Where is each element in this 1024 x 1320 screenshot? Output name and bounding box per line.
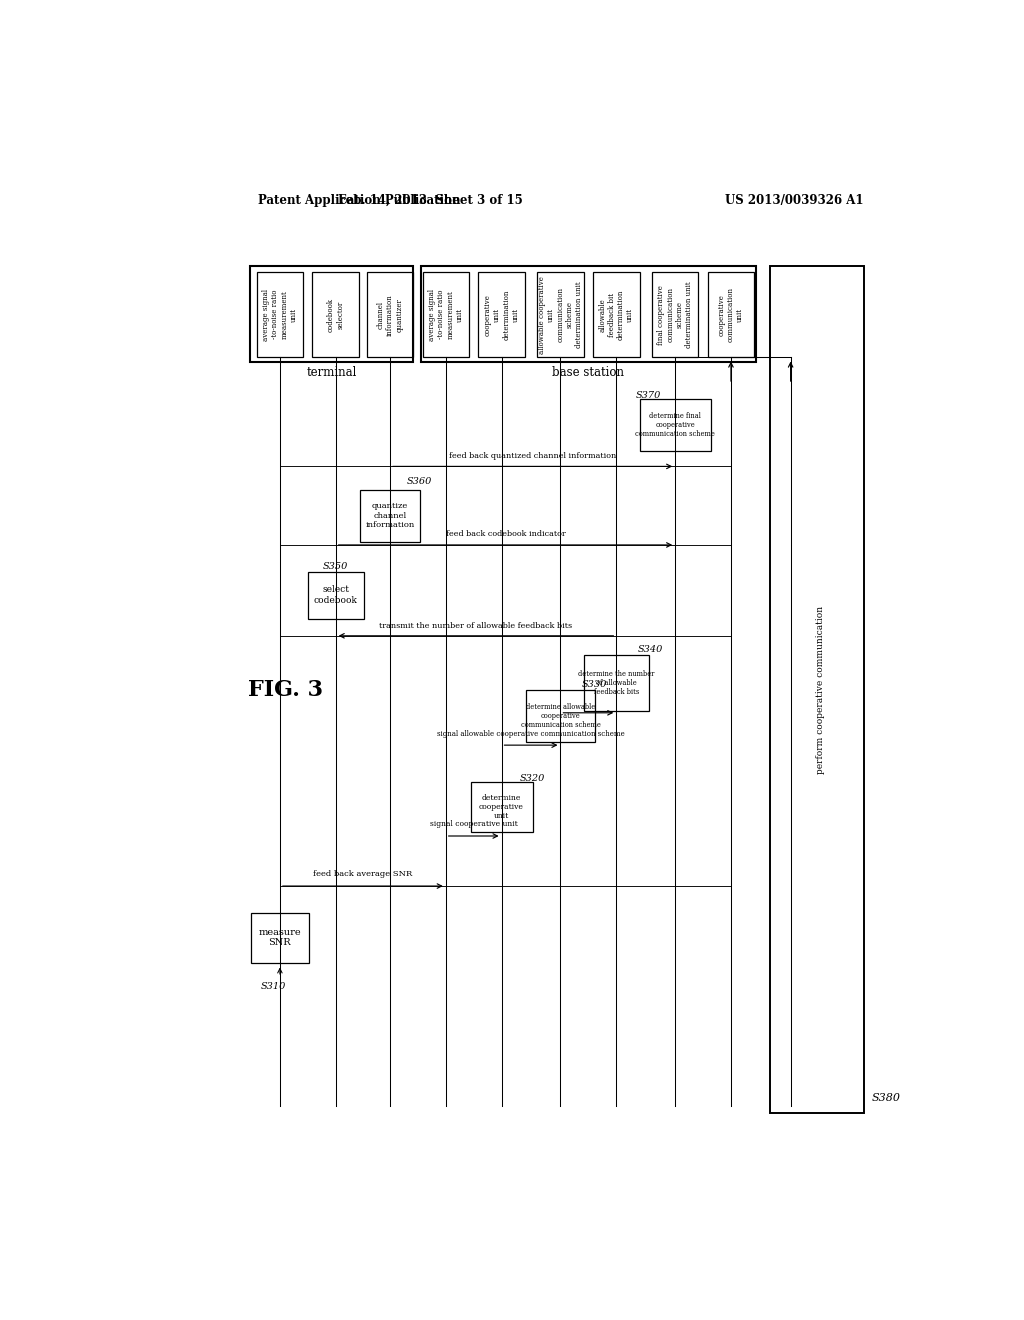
- Text: final cooperative
communication
scheme
determination unit: final cooperative communication scheme d…: [657, 281, 693, 348]
- Bar: [257, 272, 303, 358]
- Text: select
codebook: select codebook: [313, 585, 357, 605]
- Text: S380: S380: [872, 1093, 901, 1102]
- Text: Feb. 14, 2013  Sheet 3 of 15: Feb. 14, 2013 Sheet 3 of 15: [338, 194, 522, 207]
- Text: average signal
-to-noise ratio
measurement
unit: average signal -to-noise ratio measureme…: [428, 289, 464, 341]
- Text: determine final
cooperative
communication scheme: determine final cooperative communicatio…: [635, 412, 715, 438]
- Bar: [478, 272, 524, 358]
- Bar: [251, 913, 308, 964]
- Text: measure
SNR: measure SNR: [259, 928, 301, 948]
- Text: S370: S370: [636, 391, 662, 400]
- Text: S310: S310: [261, 982, 287, 990]
- Bar: [359, 490, 420, 543]
- Text: Patent Application Publication: Patent Application Publication: [258, 194, 461, 207]
- Text: S320: S320: [519, 774, 545, 783]
- Text: determine
cooperative
unit: determine cooperative unit: [479, 793, 524, 820]
- Text: allowable
feedback bit
determination
unit: allowable feedback bit determination uni…: [598, 289, 634, 339]
- Text: signal allowable cooperative communication scheme: signal allowable cooperative communicati…: [437, 730, 625, 738]
- Bar: [471, 781, 532, 832]
- Bar: [708, 272, 755, 358]
- Text: S360: S360: [407, 478, 432, 486]
- Text: determine allowable
cooperative
communication scheme: determine allowable cooperative communic…: [520, 702, 600, 729]
- Text: FIG. 3: FIG. 3: [248, 678, 324, 701]
- Bar: [770, 267, 864, 1113]
- Text: determine the number
of allowable
feedback bits: determine the number of allowable feedba…: [579, 669, 654, 696]
- Text: perform cooperative communication: perform cooperative communication: [815, 606, 824, 774]
- Text: feed back codebook indicator: feed back codebook indicator: [445, 531, 565, 539]
- Text: US 2013/0039326 A1: US 2013/0039326 A1: [725, 194, 864, 207]
- Text: codebook
selector: codebook selector: [327, 298, 344, 331]
- Bar: [367, 272, 414, 358]
- Bar: [308, 572, 364, 619]
- Bar: [423, 272, 469, 358]
- Bar: [421, 267, 756, 363]
- Bar: [312, 272, 359, 358]
- Bar: [538, 272, 584, 358]
- Text: signal cooperative unit: signal cooperative unit: [430, 821, 517, 829]
- Text: quantize
channel
information: quantize channel information: [366, 503, 415, 529]
- Text: S330: S330: [582, 680, 607, 689]
- Text: S350: S350: [323, 562, 348, 572]
- Text: transmit the number of allowable feedback bits: transmit the number of allowable feedbac…: [380, 622, 572, 630]
- Text: feed back quantized channel information: feed back quantized channel information: [449, 451, 616, 459]
- Text: S340: S340: [638, 645, 664, 655]
- Text: cooperative
unit
determination
unit: cooperative unit determination unit: [483, 289, 519, 339]
- Bar: [640, 399, 711, 451]
- Bar: [526, 689, 595, 742]
- Text: cooperative
communication
unit: cooperative communication unit: [718, 288, 744, 342]
- Text: base station: base station: [552, 366, 625, 379]
- Text: feed back average SNR: feed back average SNR: [313, 870, 413, 879]
- Bar: [251, 267, 414, 363]
- Text: terminal: terminal: [306, 366, 357, 379]
- Text: channel
information
quantizer: channel information quantizer: [377, 294, 403, 335]
- Text: allowable cooperative
unit
communication
scheme
determination unit: allowable cooperative unit communication…: [538, 276, 583, 354]
- Text: average signal
-to-noise ratio
measurement
unit: average signal -to-noise ratio measureme…: [262, 289, 298, 341]
- Bar: [593, 272, 640, 358]
- Bar: [584, 655, 649, 711]
- Bar: [652, 272, 698, 358]
